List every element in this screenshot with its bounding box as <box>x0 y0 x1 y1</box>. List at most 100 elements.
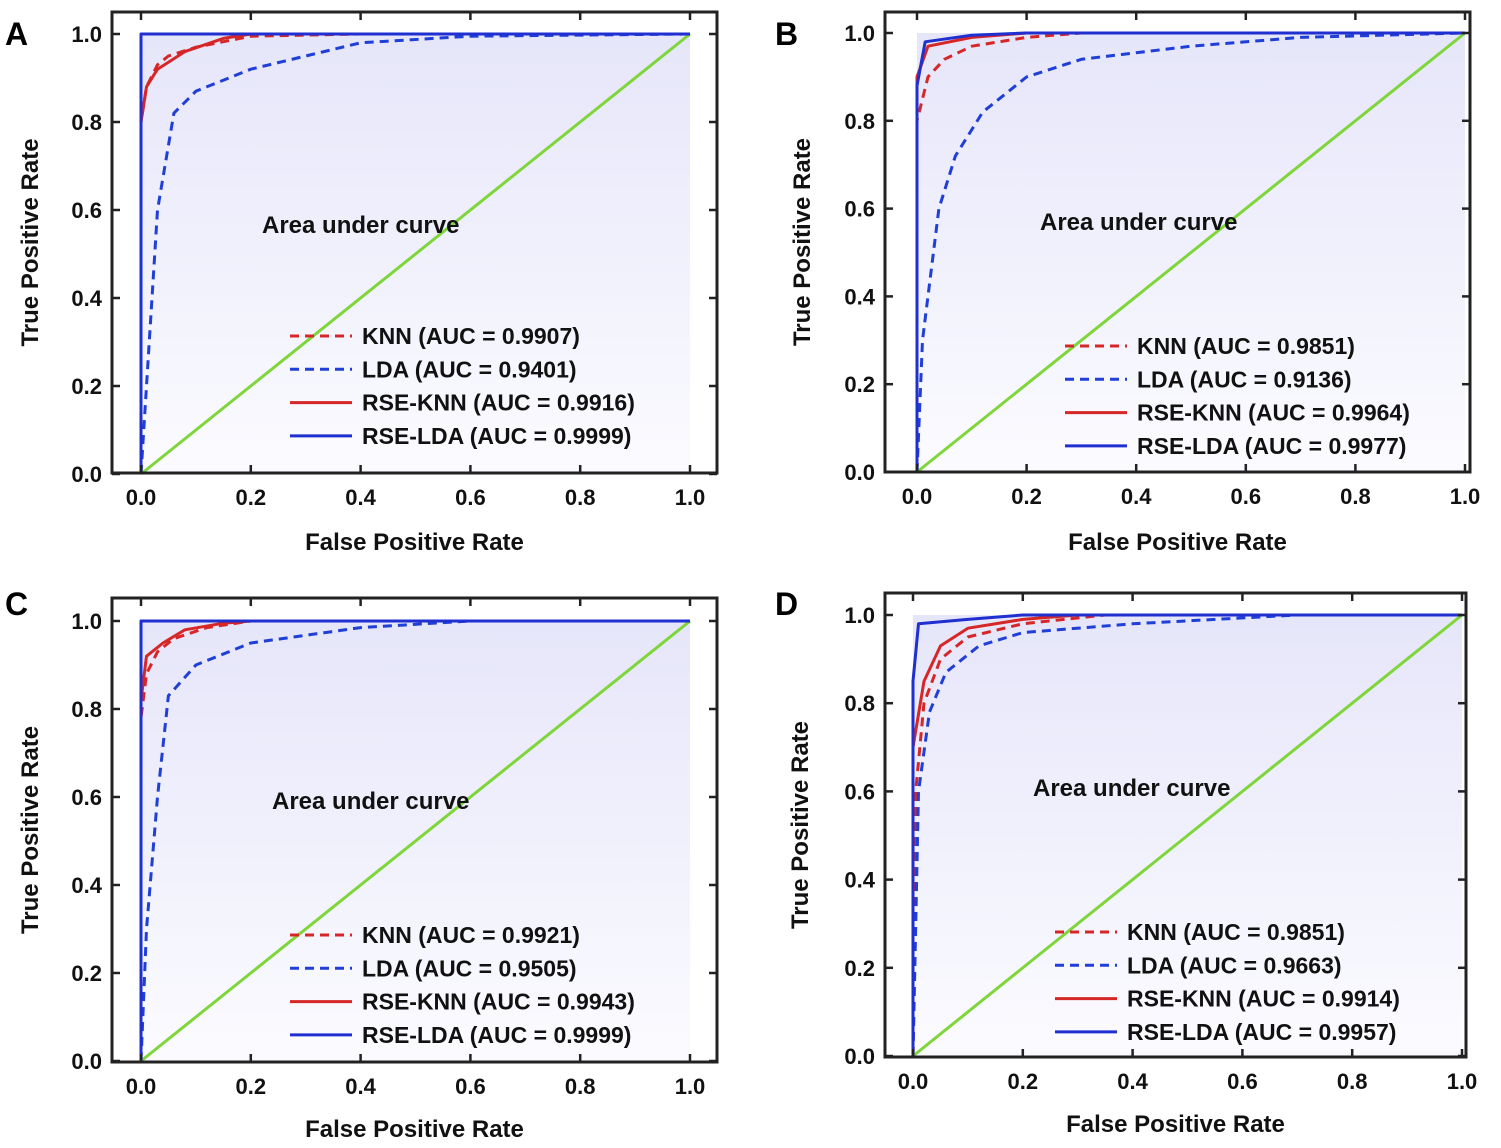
y-axis-label: True Positive Rate <box>789 138 816 346</box>
plot-frame <box>883 10 1472 474</box>
legend-entry: LDA (AUC = 0.9505) <box>362 955 577 981</box>
roc-panel-b: 0.0 0.2 0.4 0.6 0.8 1.0 0.0 0.2 0.4 0.6 0.8 1.0 Fals… <box>775 10 1481 556</box>
x-tick-label: 0.2 <box>1008 1069 1039 1094</box>
plot-frame <box>110 10 719 475</box>
y-tick-label: 0.6 <box>71 785 102 810</box>
x-tick-label: 0.6 <box>1227 1069 1258 1094</box>
roc-panel-a: 0.0 0.2 0.4 0.6 0.8 1.0 0.0 0.2 0.4 0.6 0.8 1.0 Fals… <box>5 10 719 556</box>
series-line-3 <box>911 613 1462 1056</box>
x-tick-label: 1.0 <box>675 1074 706 1099</box>
legend-entry: LDA (AUC = 0.9663) <box>1127 952 1342 978</box>
x-axis-label: False Positive Rate <box>1068 529 1287 556</box>
series-line-3 <box>915 31 1465 472</box>
y-axis-label: True Positive Rate <box>17 138 44 346</box>
x-tick-label: 1.0 <box>1450 484 1481 509</box>
y-tick-label: 0.8 <box>71 697 102 722</box>
y-tick-label: 0.0 <box>71 1049 102 1074</box>
x-tick-label: 0.0 <box>126 485 157 510</box>
legend-entry: RSE-LDA (AUC = 0.9957) <box>1127 1019 1396 1045</box>
panel-label: C <box>5 586 28 622</box>
x-tick-label: 0.8 <box>1340 484 1371 509</box>
y-tick-label: 0.0 <box>844 460 875 485</box>
x-axis-label: False Positive Rate <box>305 1116 524 1143</box>
x-tick-label: 1.0 <box>675 485 706 510</box>
series-line-1 <box>139 619 690 1062</box>
y-tick-label: 0.2 <box>844 372 875 397</box>
y-axis-label: True Positive Rate <box>787 721 814 929</box>
legend-entry: RSE-KNN (AUC = 0.9914) <box>1127 986 1400 1012</box>
legend-entry: KNN (AUC = 0.9907) <box>362 323 580 349</box>
y-tick-label: 0.2 <box>844 956 875 981</box>
annotation-text: Area under curve <box>1033 775 1230 802</box>
y-tick-label: 0.0 <box>71 462 102 487</box>
series-line-3 <box>139 619 690 1061</box>
x-tick-label: 0.8 <box>565 1074 596 1099</box>
series-line-1 <box>911 613 1462 1057</box>
series-line-3 <box>139 32 690 474</box>
plot-frame <box>110 596 719 1064</box>
annotation-text: Area under curve <box>1040 209 1237 236</box>
x-tick-label: 0.4 <box>1117 1069 1148 1094</box>
y-tick-label: 0.6 <box>71 198 102 223</box>
y-tick-label: 0.4 <box>71 873 102 898</box>
y-tick-label: 0.2 <box>71 961 102 986</box>
x-tick-label: 0.0 <box>126 1074 157 1099</box>
y-tick-label: 1.0 <box>71 22 102 47</box>
x-tick-label: 0.0 <box>898 1069 929 1094</box>
x-tick-label: 0.0 <box>902 484 933 509</box>
y-tick-label: 1.0 <box>844 603 875 628</box>
y-tick-label: 0.8 <box>844 109 875 134</box>
legend-entry: RSE-LDA (AUC = 0.9999) <box>362 1022 631 1048</box>
x-axis-label: False Positive Rate <box>1066 1111 1285 1138</box>
legend-entry: RSE-KNN (AUC = 0.9943) <box>362 989 635 1015</box>
series-line-0 <box>915 31 1465 472</box>
x-tick-label: 0.4 <box>345 485 376 510</box>
legend-entry: KNN (AUC = 0.9851) <box>1127 919 1345 945</box>
chance-diagonal <box>140 32 691 476</box>
x-tick-label: 0.6 <box>455 1074 486 1099</box>
legend-entry: KNN (AUC = 0.9921) <box>362 922 580 948</box>
x-tick-label: 0.2 <box>236 1074 267 1099</box>
x-tick-label: 0.4 <box>345 1074 376 1099</box>
legend: KNN (AUC = 0.9907) LDA (AUC = 0.9401) RSE-… <box>290 323 635 449</box>
roc-panel-c: 0.0 0.2 0.4 0.6 0.8 1.0 0.0 0.2 0.4 0.6 0.8 1.0 Fals… <box>5 586 719 1143</box>
x-axis-label: False Positive Rate <box>305 529 524 556</box>
y-tick-label: 0.4 <box>844 284 875 309</box>
x-tick-label: 0.2 <box>1011 484 1042 509</box>
chance-diagonal <box>912 613 1463 1058</box>
y-tick-label: 0.8 <box>844 691 875 716</box>
legend-entry: LDA (AUC = 0.9401) <box>362 356 577 382</box>
plot-frame <box>883 591 1468 1059</box>
y-tick-label: 0.0 <box>844 1044 875 1069</box>
legend-entry: RSE-LDA (AUC = 0.9977) <box>1137 433 1406 459</box>
x-tick-label: 0.2 <box>236 485 267 510</box>
y-tick-label: 0.6 <box>844 779 875 804</box>
x-tick-label: 0.6 <box>1231 484 1262 509</box>
series-line-1 <box>139 32 691 475</box>
y-tick-label: 0.2 <box>71 374 102 399</box>
x-tick-label: 0.8 <box>565 485 596 510</box>
legend: KNN (AUC = 0.9851) LDA (AUC = 0.9663) RSE-… <box>1055 919 1400 1045</box>
x-tick-label: 0.4 <box>1121 484 1152 509</box>
x-tick-label: 1.0 <box>1447 1069 1478 1094</box>
y-tick-label: 0.6 <box>844 197 875 222</box>
roc-panel-d: 0.0 0.2 0.4 0.6 0.8 1.0 0.0 0.2 0.4 0.6 0.8 1.0 Fals… <box>775 586 1477 1138</box>
y-tick-label: 1.0 <box>844 21 875 46</box>
annotation-text: Area under curve <box>262 212 459 239</box>
legend: KNN (AUC = 0.9921) LDA (AUC = 0.9505) RSE-… <box>290 922 635 1048</box>
chance-diagonal <box>140 619 691 1063</box>
x-tick-label: 0.8 <box>1337 1069 1368 1094</box>
panel-label: B <box>775 16 798 52</box>
y-tick-label: 0.4 <box>844 868 875 893</box>
panel-label: A <box>5 16 28 52</box>
panel-label: D <box>775 586 798 622</box>
annotation-text: Area under curve <box>272 788 469 815</box>
legend-entry: LDA (AUC = 0.9136) <box>1137 366 1352 392</box>
y-tick-label: 0.4 <box>71 286 102 311</box>
y-tick-label: 0.8 <box>71 110 102 135</box>
legend-entry: KNN (AUC = 0.9851) <box>1137 333 1355 359</box>
series-line-1 <box>915 31 1466 473</box>
legend-entry: RSE-KNN (AUC = 0.9964) <box>1137 400 1410 426</box>
x-tick-label: 0.6 <box>455 485 486 510</box>
